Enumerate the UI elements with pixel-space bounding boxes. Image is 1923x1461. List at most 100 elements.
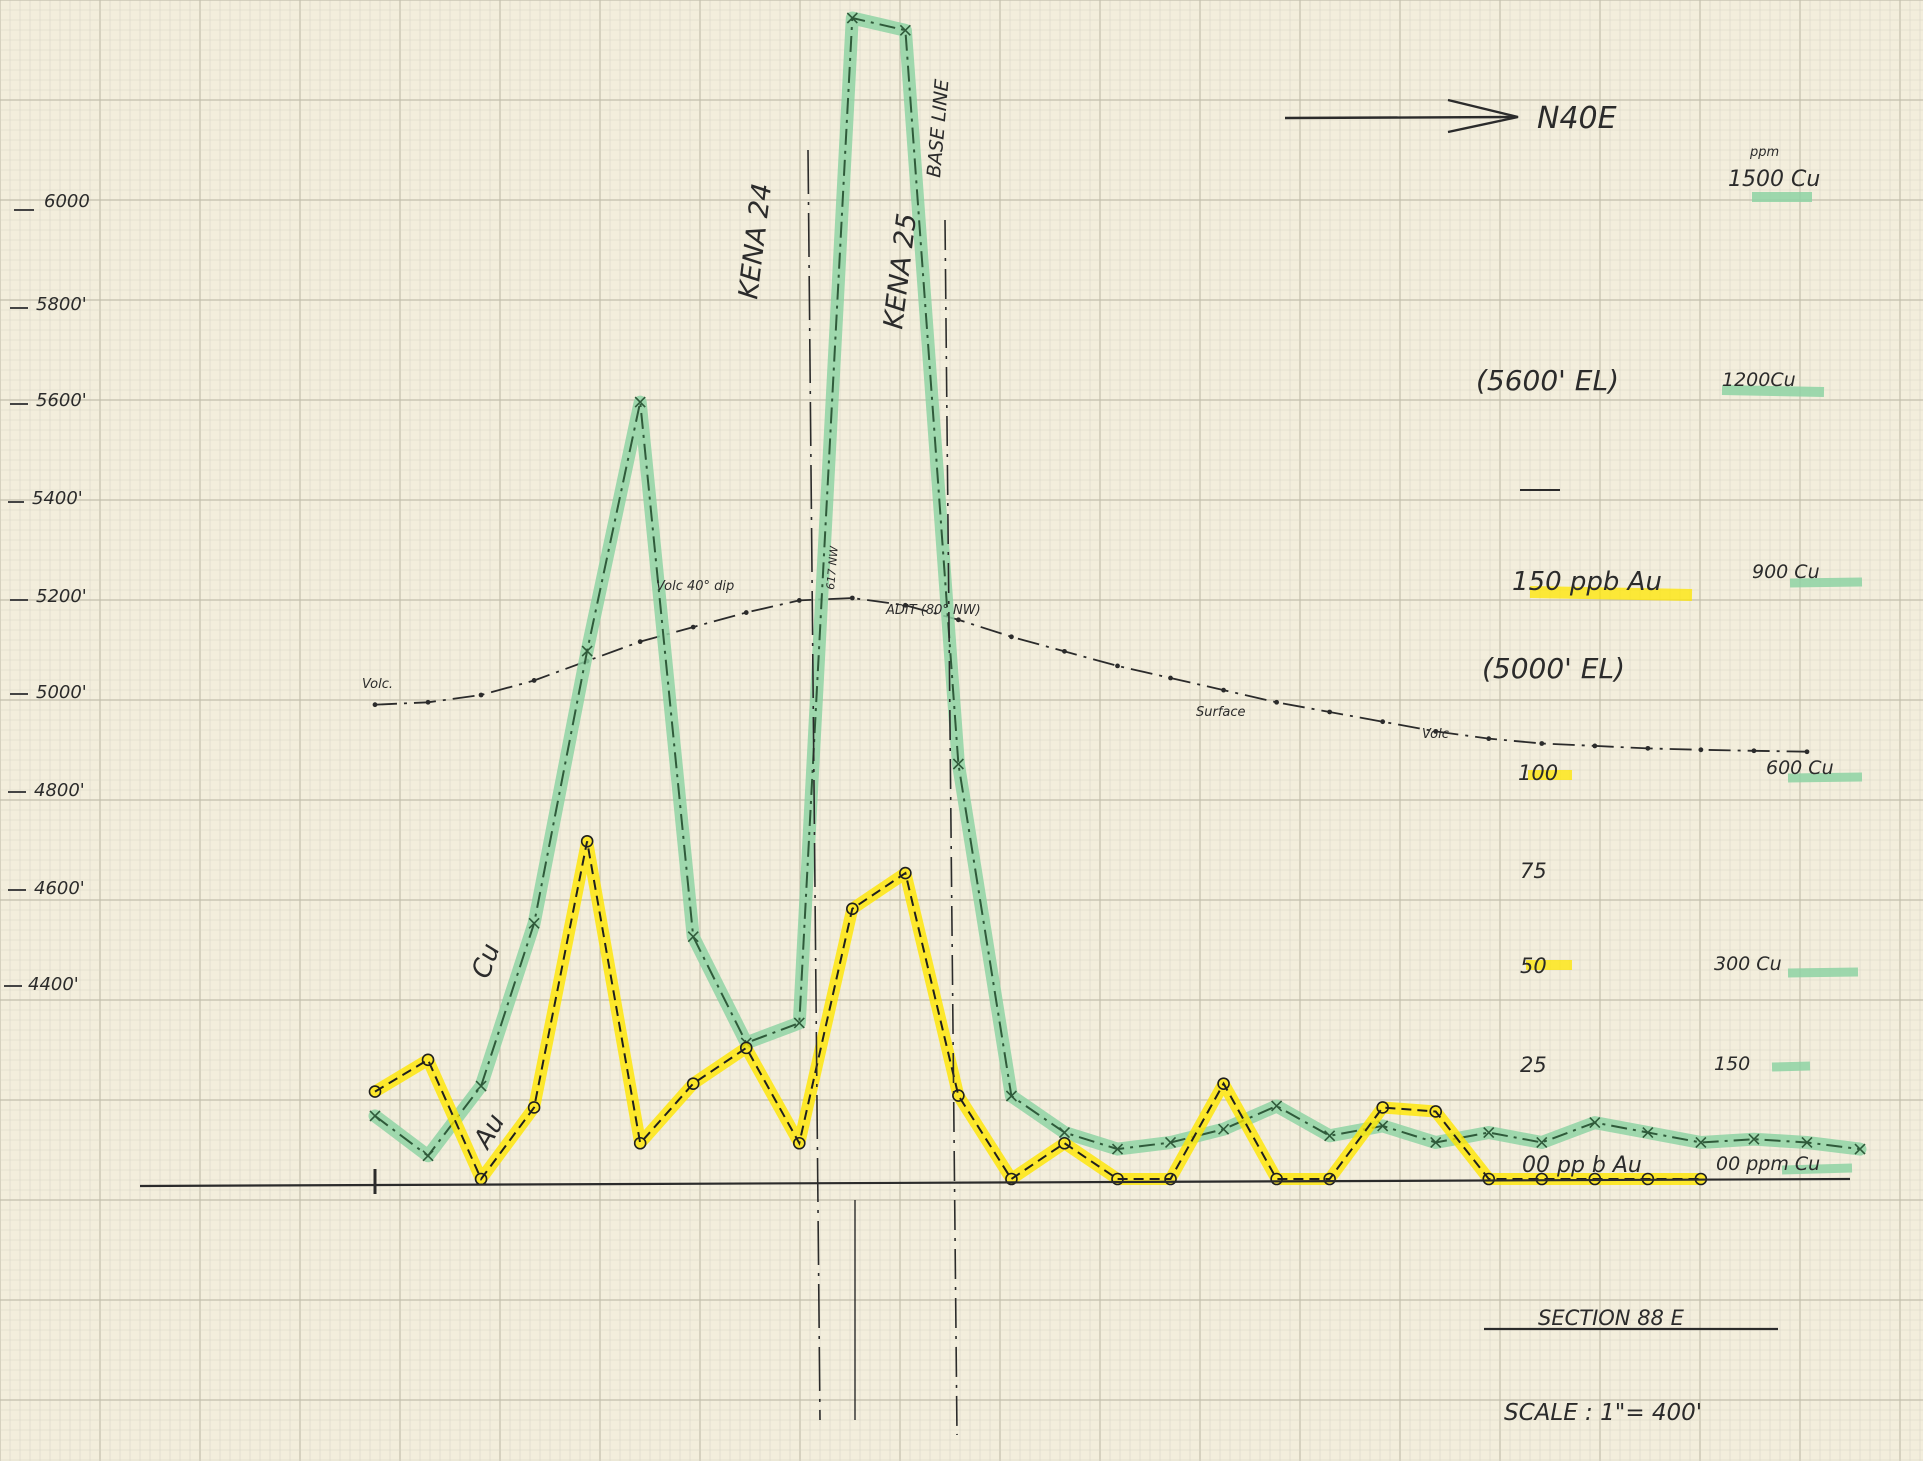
cu-highlight-swatch — [1787, 967, 1859, 978]
surface-point — [1062, 648, 1067, 654]
au-tick-label: 150 ppb Au — [1512, 567, 1662, 597]
cu-tick-label: 600 Cu — [1766, 757, 1834, 779]
cu-tick-label: 300 Cu — [1714, 953, 1782, 975]
au-point — [1482, 1172, 1496, 1186]
section-title: SECTION 88 E — [1538, 1306, 1685, 1330]
au-point — [1164, 1172, 1177, 1186]
cu-tick-label: 1500 Cu — [1728, 167, 1820, 192]
cu-point — [1748, 1133, 1760, 1145]
surface-point — [1380, 719, 1386, 725]
direction-label: N40E — [1537, 101, 1617, 136]
au-point — [899, 866, 912, 880]
surface-point — [372, 702, 378, 708]
au-point — [739, 1041, 753, 1055]
zero-baseline — [139, 1177, 1851, 1188]
cu-point — [793, 1017, 805, 1029]
elevation-tick-label: 5600' — [36, 390, 87, 411]
surface-point — [1274, 699, 1280, 705]
cu-point — [369, 1110, 381, 1122]
surface-point — [1115, 663, 1120, 669]
cu-tick-label: 900 Cu — [1752, 561, 1820, 583]
cu-tick-label: 150 — [1714, 1053, 1750, 1075]
au-point — [1217, 1077, 1230, 1090]
elevation-tick-label: 4800' — [34, 780, 85, 801]
au-tick-label: 00 pp b Au — [1522, 1153, 1642, 1178]
au-point — [527, 1101, 541, 1114]
cu-highlight-swatch — [1787, 772, 1863, 783]
cu-point — [1536, 1136, 1548, 1149]
elevation-tick-label: 5000' — [36, 682, 87, 703]
surface-point — [690, 624, 696, 630]
au-point — [952, 1089, 965, 1102]
elevation-axis: 6000 5800' 5600' 5400' 5200' 5000' 4800'… — [4, 191, 90, 995]
cu-point — [1324, 1130, 1336, 1142]
cu-highlight-swatch — [1781, 1163, 1853, 1175]
surface-point — [1804, 749, 1810, 755]
direction-arrow-icon — [1447, 98, 1519, 134]
kena-24-line — [807, 149, 821, 1421]
elevation-note-5600: (5600' EL) — [1476, 364, 1619, 397]
cu-point — [581, 645, 593, 657]
surface-point — [1009, 634, 1014, 640]
surface-point — [1645, 745, 1651, 751]
cu-point — [1483, 1126, 1495, 1139]
annotation-617-nw: 617 NW — [824, 545, 841, 591]
cu-tick-label: 1200Cu — [1722, 369, 1796, 391]
au-tick-label: 75 — [1520, 859, 1547, 883]
surface-point — [1433, 728, 1439, 734]
elevation-tick-label: 6000 — [44, 191, 90, 212]
cu-point — [1801, 1136, 1813, 1149]
cu-highlight-swatch — [1789, 577, 1863, 588]
cu-point — [1058, 1126, 1071, 1139]
au-point — [1535, 1172, 1549, 1186]
surface-point — [1539, 741, 1545, 746]
cu-point — [634, 396, 646, 408]
cu-point — [1430, 1136, 1442, 1149]
surface-point — [743, 610, 749, 615]
cu-point — [475, 1080, 487, 1092]
surface-point — [531, 678, 537, 683]
cu-point — [422, 1150, 434, 1162]
cu-axis: ppm 1500 Cu 1200Cu 900 Cu 600 Cu 300 Cu … — [1714, 145, 1863, 1175]
cu-point — [1271, 1100, 1283, 1112]
cu-point — [687, 931, 699, 943]
cu-point — [1642, 1126, 1654, 1139]
surface-point — [796, 598, 802, 603]
cu-point — [952, 758, 964, 770]
au-point — [1058, 1136, 1071, 1150]
cu-highlight-swatch — [1771, 1061, 1811, 1072]
surface-point — [1168, 675, 1173, 681]
cu-point — [1164, 1136, 1177, 1149]
annotation-surface: Surface — [1196, 705, 1246, 720]
au-point — [1270, 1172, 1283, 1186]
surface-profile — [372, 595, 1810, 755]
cu-point — [1005, 1090, 1017, 1102]
surface-point — [637, 639, 643, 645]
au-point — [580, 834, 594, 848]
elevation-tick-label: 5200' — [36, 586, 87, 607]
surface-point — [425, 699, 431, 705]
surface-point — [1327, 709, 1333, 715]
au-tick-label: 100 — [1518, 761, 1558, 785]
direction-arrow-shaft — [1284, 115, 1516, 120]
annotation-volc-left: Volc. — [362, 677, 393, 692]
annotation-adit: ADIT (80° NW) — [885, 603, 981, 618]
cu-highlight-swatch — [1721, 385, 1825, 397]
surface-point — [1221, 687, 1226, 693]
au-axis: 150 ppb Au 100 75 50 25 00 pp b Au — [1512, 567, 1693, 1178]
surface-point — [478, 692, 484, 698]
cu-point — [1377, 1120, 1389, 1132]
surface-point — [902, 602, 908, 608]
cu-tick-label: 00 ppm Cu — [1716, 1153, 1820, 1175]
cu-unit-label: ppm — [1749, 145, 1779, 160]
elevation-tick-label: 4400' — [28, 974, 79, 995]
cu-point — [1111, 1143, 1124, 1155]
elevation-tick-label: 4600' — [34, 878, 85, 899]
surface-point — [849, 595, 855, 601]
elevation-tick-label: 5800' — [36, 294, 87, 315]
au-point — [421, 1053, 435, 1067]
surface-line — [374, 597, 1808, 753]
au-point — [1429, 1105, 1443, 1118]
